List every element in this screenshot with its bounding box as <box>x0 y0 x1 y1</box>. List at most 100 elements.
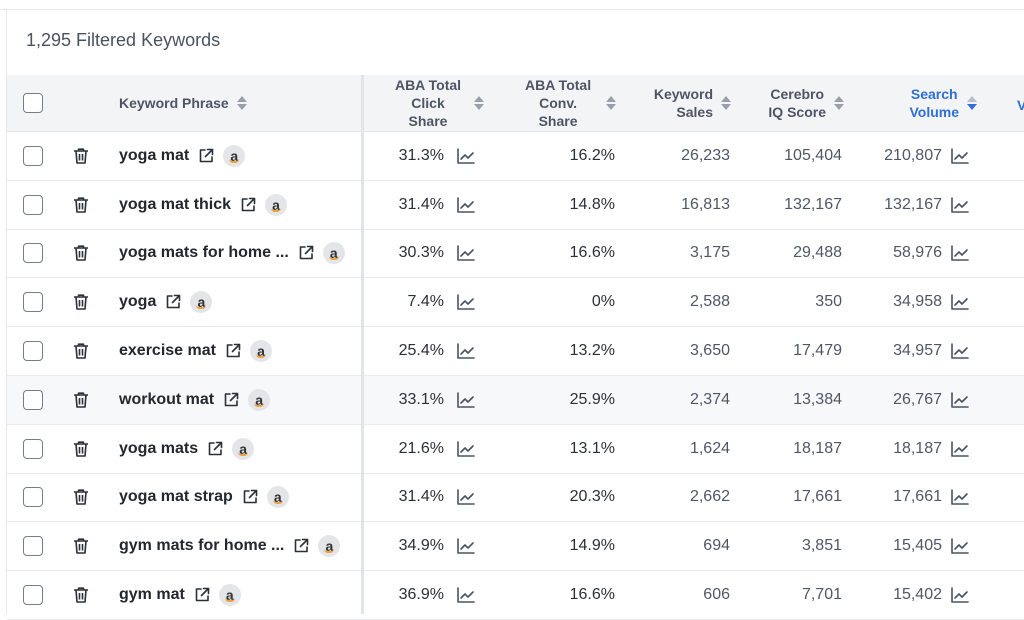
trash-icon[interactable] <box>72 196 90 214</box>
trash-icon[interactable] <box>72 293 90 311</box>
trend-chart-icon[interactable] <box>456 293 476 311</box>
trend-chart-icon[interactable] <box>456 196 476 214</box>
trend-chart-icon[interactable] <box>950 342 970 360</box>
trash-icon[interactable] <box>72 537 90 555</box>
keyword-sales-cell: 26,233 <box>647 132 730 180</box>
trend-chart-icon[interactable] <box>950 537 970 555</box>
row-select-cell <box>23 230 43 278</box>
select-all-checkbox[interactable] <box>23 93 43 113</box>
trend-chart-icon[interactable] <box>456 537 476 555</box>
conv-share-cell: 0% <box>527 278 615 326</box>
row-checkbox[interactable] <box>23 585 43 606</box>
row-checkbox[interactable] <box>23 194 43 215</box>
sort-icon[interactable] <box>721 95 731 111</box>
sort-icon[interactable] <box>834 95 844 111</box>
row-checkbox[interactable] <box>23 243 43 264</box>
trend-chart-icon[interactable] <box>456 391 476 409</box>
amazon-icon[interactable]: a <box>190 291 213 314</box>
trash-icon[interactable] <box>72 244 90 262</box>
trend-chart-icon[interactable] <box>950 293 970 311</box>
trend-chart-icon[interactable] <box>950 244 970 262</box>
row-checkbox[interactable] <box>23 438 43 459</box>
amazon-icon[interactable]: a <box>318 535 341 558</box>
click-share-value: 7.4% <box>407 293 444 311</box>
sort-icon[interactable] <box>606 95 616 111</box>
trend-chart-icon[interactable] <box>950 488 970 506</box>
header-aba-click-share[interactable]: ABA Total Click Share <box>390 75 484 131</box>
external-link-icon[interactable] <box>224 342 242 360</box>
trend-chart-icon[interactable] <box>456 586 476 604</box>
trend-chart-icon[interactable] <box>456 342 476 360</box>
row-checkbox[interactable] <box>23 487 43 508</box>
row-select-cell <box>23 376 43 424</box>
keyword-phrase[interactable]: yoga mat thick <box>119 195 232 213</box>
trend-chart-icon[interactable] <box>950 440 970 458</box>
row-checkbox[interactable] <box>23 341 43 362</box>
trend-chart-icon[interactable] <box>456 244 476 262</box>
row-checkbox[interactable] <box>23 292 43 313</box>
cerebro-iq-value: 132,167 <box>784 195 842 213</box>
sort-icon[interactable] <box>474 95 484 111</box>
trash-icon[interactable] <box>72 488 90 506</box>
row-checkbox[interactable] <box>23 389 43 410</box>
header-aba-conv-share[interactable]: ABA Total Conv. Share <box>518 75 616 131</box>
amazon-icon[interactable]: a <box>223 144 246 167</box>
amazon-icon[interactable]: a <box>218 584 241 607</box>
trend-chart-icon[interactable] <box>950 586 970 604</box>
header-keyword-phrase[interactable]: Keyword Phrase <box>119 75 247 131</box>
keyword-phrase[interactable]: gym mat <box>119 586 185 604</box>
header-cerebro-iq-line1: Cerebro <box>770 86 825 102</box>
keyword-phrase[interactable]: yoga mat <box>119 146 190 164</box>
trash-icon[interactable] <box>72 586 90 604</box>
sort-active-icon[interactable] <box>967 95 977 111</box>
click-share-trend-cell <box>444 230 476 278</box>
trend-chart-icon[interactable] <box>950 196 970 214</box>
keyword-phrase[interactable]: exercise mat <box>119 342 216 360</box>
amazon-icon[interactable]: a <box>248 388 271 411</box>
keyword-phrase[interactable]: yoga <box>119 293 157 311</box>
delete-cell <box>72 522 90 570</box>
header-aba-click-share-line1: ABA Total <box>394 77 462 93</box>
amazon-icon[interactable]: a <box>249 340 272 363</box>
row-checkbox[interactable] <box>23 145 43 166</box>
external-link-icon[interactable] <box>193 586 211 604</box>
keyword-phrase[interactable]: workout mat <box>119 390 215 408</box>
trend-chart-icon[interactable] <box>950 391 970 409</box>
header-cerebro-iq-score[interactable]: Cerebro IQ Score <box>762 75 844 131</box>
keyword-phrase[interactable]: gym mats for home ... <box>119 537 285 555</box>
amazon-icon[interactable]: a <box>266 486 289 509</box>
conv-share-cell: 13.1% <box>527 425 615 473</box>
external-link-icon[interactable] <box>297 244 315 262</box>
external-link-icon[interactable] <box>222 391 240 409</box>
trash-icon[interactable] <box>72 342 90 360</box>
header-search-volume[interactable]: Search Volume <box>897 75 977 131</box>
search-volume-cell: 17,661 <box>862 474 942 522</box>
trend-chart-icon[interactable] <box>456 147 476 165</box>
keyword-phrase[interactable]: yoga mats for home ... <box>119 244 289 262</box>
trend-chart-icon[interactable] <box>456 440 476 458</box>
trend-chart-icon[interactable] <box>950 147 970 165</box>
keyword-cell: gym mats for home ... a <box>119 522 341 570</box>
external-link-icon[interactable] <box>239 196 257 214</box>
header-next-column-cutoff[interactable]: V <box>1017 97 1024 113</box>
external-link-icon[interactable] <box>292 537 310 555</box>
keyword-phrase[interactable]: yoga mats <box>119 439 199 457</box>
cerebro-iq-cell: 18,187 <box>762 425 842 473</box>
keyword-phrase[interactable]: yoga mat strap <box>119 488 233 506</box>
external-link-icon[interactable] <box>206 440 224 458</box>
amazon-icon[interactable]: a <box>265 193 288 216</box>
trend-chart-icon[interactable] <box>456 488 476 506</box>
conv-share-cell: 16.6% <box>527 230 615 278</box>
external-link-icon[interactable] <box>164 293 182 311</box>
amazon-icon[interactable]: a <box>232 437 255 460</box>
sort-icon[interactable] <box>236 95 247 111</box>
trash-icon[interactable] <box>72 147 90 165</box>
external-link-icon[interactable] <box>197 147 215 165</box>
header-keyword-phrase-label: Keyword Phrase <box>119 95 229 111</box>
row-checkbox[interactable] <box>23 536 43 557</box>
trash-icon[interactable] <box>72 391 90 409</box>
trash-icon[interactable] <box>72 440 90 458</box>
header-keyword-sales[interactable]: Keyword Sales <box>647 75 731 131</box>
external-link-icon[interactable] <box>241 488 259 506</box>
amazon-icon[interactable]: a <box>322 242 345 265</box>
